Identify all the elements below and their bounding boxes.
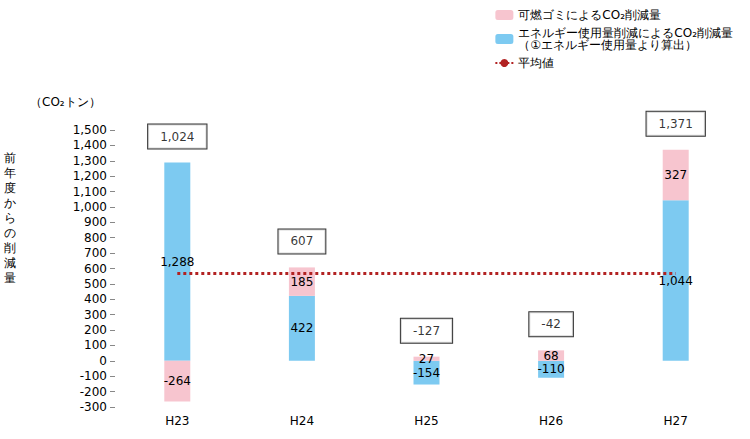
svg-text:ら: ら: [4, 211, 16, 225]
svg-text:前: 前: [4, 151, 16, 165]
svg-text:（①エネルギー使用量より算出）: （①エネルギー使用量より算出）: [518, 38, 697, 52]
svg-text:削: 削: [4, 241, 16, 255]
svg-text:1,024: 1,024: [160, 130, 194, 144]
svg-text:か: か: [4, 196, 16, 210]
svg-text:度: 度: [4, 181, 16, 195]
svg-text:185: 185: [290, 275, 313, 289]
svg-text:の: の: [4, 226, 16, 240]
svg-text:327: 327: [664, 168, 687, 182]
svg-text:-100: -100: [80, 369, 107, 383]
svg-text:平均値: 平均値: [518, 56, 554, 70]
svg-text:量: 量: [4, 271, 16, 285]
svg-text:1,044: 1,044: [659, 274, 693, 288]
svg-text:1,000: 1,000: [73, 200, 107, 214]
svg-text:600: 600: [84, 262, 107, 276]
svg-text:1,371: 1,371: [659, 117, 693, 131]
svg-text:900: 900: [84, 215, 107, 229]
svg-text:-264: -264: [164, 374, 191, 388]
svg-text:800: 800: [84, 231, 107, 245]
svg-text:1,400: 1,400: [73, 138, 107, 152]
svg-text:-154: -154: [413, 366, 440, 380]
svg-text:-42: -42: [541, 317, 561, 331]
svg-text:1,200: 1,200: [73, 169, 107, 183]
svg-text:-127: -127: [413, 324, 440, 338]
svg-text:H24: H24: [290, 414, 314, 428]
svg-text:H23: H23: [165, 414, 189, 428]
svg-text:1,100: 1,100: [73, 185, 107, 199]
svg-text:年: 年: [4, 166, 16, 180]
svg-text:H26: H26: [539, 414, 563, 428]
svg-text:（CO₂トン）: （CO₂トン）: [30, 95, 101, 109]
svg-text:-110: -110: [537, 362, 564, 376]
svg-text:400: 400: [84, 292, 107, 306]
svg-text:300: 300: [84, 308, 107, 322]
svg-text:422: 422: [290, 321, 313, 335]
svg-text:607: 607: [290, 234, 313, 248]
svg-text:500: 500: [84, 277, 107, 291]
svg-text:-200: -200: [80, 385, 107, 399]
svg-text:-300: -300: [80, 400, 107, 414]
svg-text:1,500: 1,500: [73, 123, 107, 137]
svg-text:H25: H25: [414, 414, 438, 428]
svg-text:200: 200: [84, 323, 107, 337]
svg-text:エネルギー使用量削減によるCO₂削減量: エネルギー使用量削減によるCO₂削減量: [518, 26, 733, 40]
svg-text:1,300: 1,300: [73, 154, 107, 168]
svg-text:0: 0: [99, 354, 107, 368]
svg-text:68: 68: [543, 349, 558, 363]
svg-text:27: 27: [419, 352, 434, 366]
svg-text:700: 700: [84, 246, 107, 260]
svg-text:H27: H27: [664, 414, 688, 428]
svg-text:100: 100: [84, 338, 107, 352]
svg-text:可燃ゴミによるCO₂削減量: 可燃ゴミによるCO₂削減量: [518, 8, 661, 22]
svg-text:減: 減: [4, 256, 16, 270]
svg-text:1,288: 1,288: [160, 255, 194, 269]
